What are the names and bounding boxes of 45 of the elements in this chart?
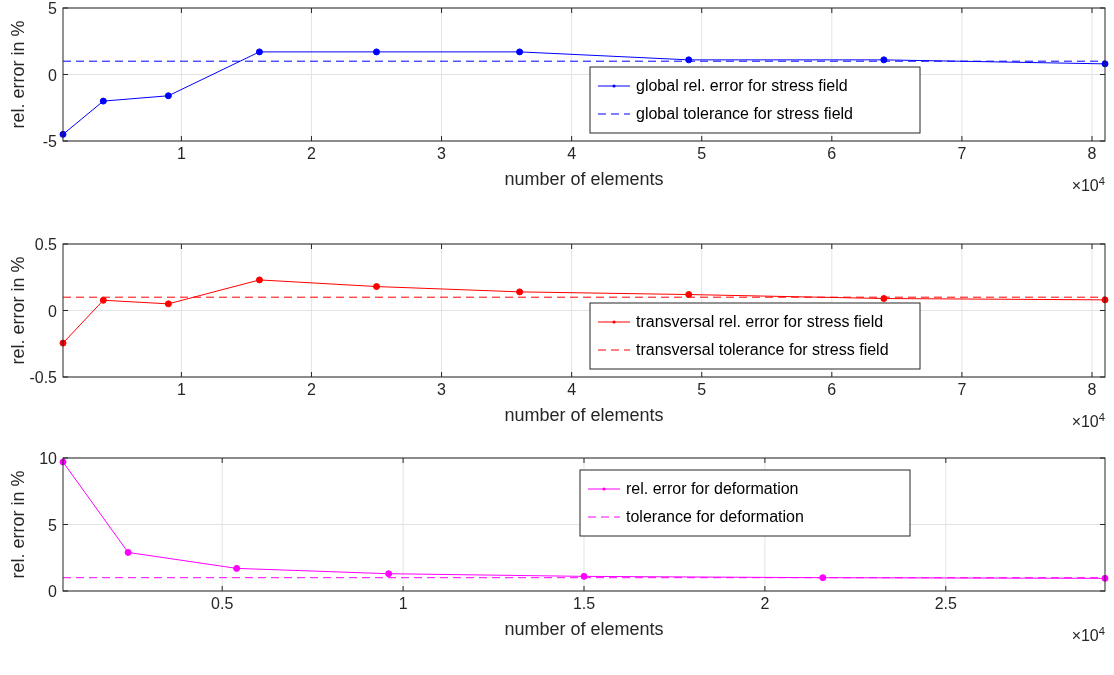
x-tick-label: 2 <box>760 595 770 612</box>
x-tick-label: 2 <box>307 145 317 162</box>
x-tick-label: 6 <box>827 145 837 162</box>
legend-label: rel. error for deformation <box>626 480 799 497</box>
x-axis-title: number of elements <box>504 405 664 425</box>
x-tick-label: 3 <box>437 381 447 398</box>
y-tick-label: -0.5 <box>29 369 58 386</box>
x-tick-label: 4 <box>567 381 577 398</box>
x-tick-label: 3 <box>437 145 447 162</box>
y-tick-label: 0.5 <box>34 236 58 253</box>
x-tick-label: 7 <box>957 381 967 398</box>
y-tick-label: -5 <box>42 133 58 150</box>
text: ×10$^{4}$ <box>1071 175 1105 194</box>
x-tick-label: 2 <box>307 381 317 398</box>
y-tick-label: 5 <box>48 0 58 17</box>
x-tick-label: 8 <box>1087 145 1097 162</box>
x-tick-label: 5 <box>697 381 707 398</box>
x-tick-label: 4 <box>567 145 577 162</box>
legend-label: global tolerance for stress field <box>636 105 853 122</box>
x-tick-label: 2.5 <box>934 595 958 612</box>
y-tick-label: 0 <box>48 66 58 84</box>
y-tick-label: 5 <box>48 516 58 534</box>
legend-label: transversal rel. error for stress field <box>636 313 884 330</box>
x-axis-title: number of elements <box>504 619 664 639</box>
text: ×10$^{4}$ <box>1071 411 1105 430</box>
text: ×10$^{4}$ <box>1071 625 1105 644</box>
x-tick-label: 1.5 <box>572 595 596 612</box>
y-tick-label: 0 <box>48 583 58 600</box>
legend-label: tolerance for deformation <box>626 508 804 525</box>
y-tick-label: 0 <box>48 302 58 320</box>
y-axis-title: rel. error in % <box>8 470 28 579</box>
x-axis-title: number of elements <box>504 169 664 189</box>
x-tick-label: 6 <box>827 381 837 398</box>
legend-label: transversal tolerance for stress field <box>636 341 889 358</box>
y-axis-title: rel. error in % <box>8 20 28 129</box>
x-tick-label: 1 <box>176 145 186 162</box>
x-tick-label: 8 <box>1087 381 1097 398</box>
y-axis-title: rel. error in % <box>8 256 28 365</box>
x-tick-label: 0.5 <box>211 595 234 612</box>
legend-label: global rel. error for stress field <box>636 77 848 94</box>
y-tick-label: 10 <box>39 450 58 467</box>
x-tick-label: 7 <box>957 145 967 162</box>
x-tick-label: 1 <box>176 381 186 398</box>
x-tick-label: 1 <box>398 595 408 612</box>
x-tick-label: 5 <box>697 145 707 162</box>
